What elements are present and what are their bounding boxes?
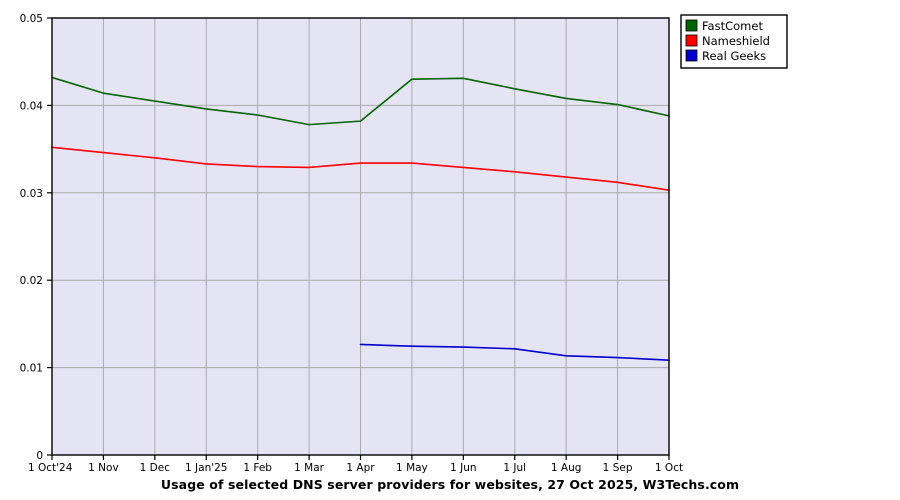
legend-swatch-real-geeks[interactable] <box>685 49 698 62</box>
y-tick-label: 0.04 <box>20 100 44 112</box>
legend-box <box>680 14 788 69</box>
x-tick-label: 1 Sep <box>603 462 633 474</box>
x-tick-label: 1 May <box>396 462 428 474</box>
x-tick-label: 1 Jun <box>450 462 476 474</box>
plot-border <box>51 17 670 456</box>
legend-label-fastcomet[interactable]: FastComet <box>702 19 763 33</box>
x-tick-label: 1 Nov <box>88 462 119 474</box>
x-tick-label: 1 Aug <box>551 462 582 474</box>
x-tick-label: 1 Jul <box>503 462 526 474</box>
series-line-nameshield <box>51 146 670 191</box>
series-line-real-geeks <box>359 343 670 361</box>
x-axis-ticks: 1 Oct'24 1 Nov 1 Dec 1 Jan'25 1 Feb 1 Mar 1 Ap… <box>28 455 683 474</box>
x-tick-label: 1 Mar <box>294 462 325 474</box>
y-tick-label: 0.05 <box>20 13 43 25</box>
plot-frame <box>51 17 670 456</box>
y-tick-label: 0.03 <box>20 188 43 200</box>
x-tick-label: 1 Dec <box>140 462 171 474</box>
legend-label-nameshield[interactable]: Nameshield <box>702 34 770 48</box>
y-axis-ticks: 0 0.01 0.02 0.03 0.04 0.05 <box>20 13 52 462</box>
data-series <box>51 76 670 361</box>
y-tick-label: 0.01 <box>20 363 43 375</box>
legend-swatch-nameshield[interactable] <box>685 34 698 47</box>
x-tick-label: 1 Feb <box>243 462 272 474</box>
y-tick-label: 0.02 <box>20 275 43 287</box>
legend-label-real-geeks[interactable]: Real Geeks <box>702 49 766 63</box>
x-tick-label: 1 Oct <box>655 462 683 474</box>
x-tick-label: 1 Oct'24 <box>28 462 73 474</box>
x-tick-label: 1 Jan'25 <box>185 462 227 474</box>
chart-caption: Usage of selected DNS server providers f… <box>160 477 740 492</box>
series-line-fastcomet <box>51 76 670 126</box>
x-tick-label: 1 Apr <box>346 462 375 474</box>
y-tick-label: 0 <box>36 450 43 462</box>
legend-swatch-fastcomet[interactable] <box>685 19 698 32</box>
